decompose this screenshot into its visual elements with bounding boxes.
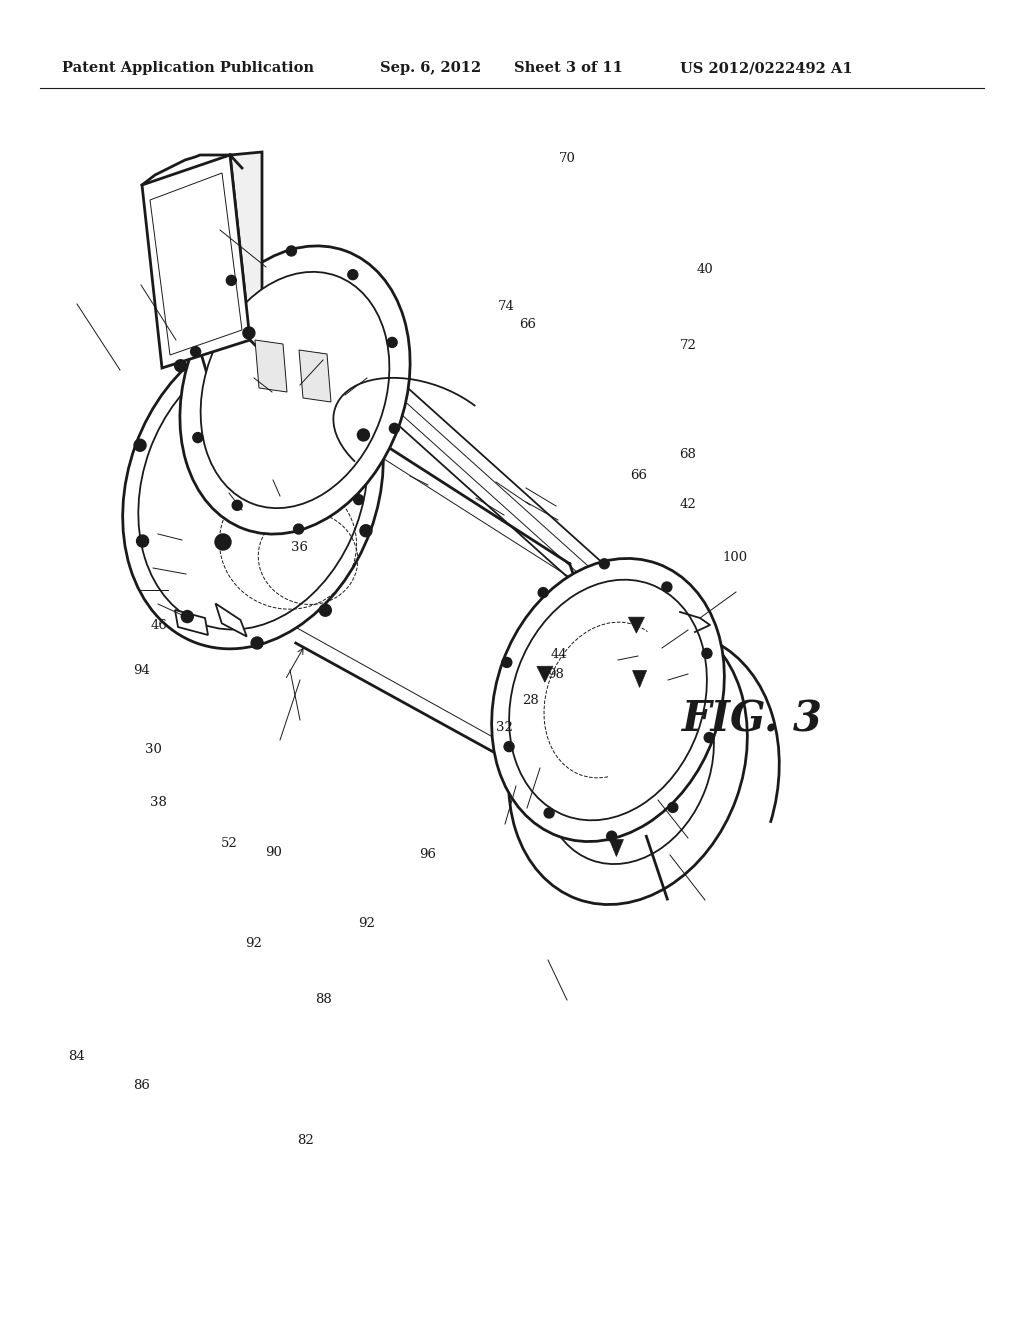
Text: 38: 38 <box>151 796 167 809</box>
Text: 68: 68 <box>679 447 695 461</box>
Text: 96: 96 <box>420 847 436 861</box>
Ellipse shape <box>138 346 368 630</box>
Text: 46: 46 <box>151 619 167 632</box>
Circle shape <box>251 638 263 649</box>
Circle shape <box>502 657 512 668</box>
Circle shape <box>668 803 678 812</box>
Polygon shape <box>210 333 646 837</box>
Circle shape <box>357 429 370 441</box>
Ellipse shape <box>542 656 714 865</box>
Text: 66: 66 <box>519 318 536 331</box>
Text: 32: 32 <box>497 721 513 734</box>
Circle shape <box>353 495 364 504</box>
Circle shape <box>215 535 231 550</box>
Circle shape <box>226 276 237 285</box>
Polygon shape <box>609 840 624 857</box>
Circle shape <box>539 587 548 598</box>
Circle shape <box>389 424 399 433</box>
Ellipse shape <box>123 327 383 649</box>
Text: 100: 100 <box>723 550 748 564</box>
Text: Patent Application Publication: Patent Application Publication <box>62 61 314 75</box>
Ellipse shape <box>509 579 707 820</box>
Circle shape <box>504 742 514 751</box>
Ellipse shape <box>180 246 410 535</box>
Circle shape <box>190 347 201 356</box>
Polygon shape <box>629 618 644 634</box>
Text: Sheet 3 of 11: Sheet 3 of 11 <box>514 61 623 75</box>
Circle shape <box>319 605 332 616</box>
Polygon shape <box>175 610 208 635</box>
Text: 84: 84 <box>69 1049 85 1063</box>
Ellipse shape <box>492 558 724 842</box>
Text: US 2012/0222492 A1: US 2012/0222492 A1 <box>680 61 853 75</box>
Text: 92: 92 <box>358 917 375 931</box>
Circle shape <box>294 524 303 535</box>
Circle shape <box>544 808 554 818</box>
Text: 44: 44 <box>551 648 567 661</box>
Text: 30: 30 <box>145 743 162 756</box>
Polygon shape <box>537 667 553 682</box>
Circle shape <box>662 582 672 591</box>
Text: 86: 86 <box>133 1078 150 1092</box>
Text: 42: 42 <box>680 498 696 511</box>
Text: 94: 94 <box>133 664 150 677</box>
Text: 92: 92 <box>246 937 262 950</box>
Circle shape <box>606 832 616 841</box>
Circle shape <box>705 733 714 743</box>
Circle shape <box>181 611 194 623</box>
Polygon shape <box>142 154 250 368</box>
Text: 88: 88 <box>315 993 332 1006</box>
Text: Sep. 6, 2012: Sep. 6, 2012 <box>380 61 481 75</box>
Circle shape <box>193 433 203 442</box>
Ellipse shape <box>201 272 389 508</box>
Polygon shape <box>255 341 287 392</box>
Circle shape <box>175 360 186 372</box>
Text: 40: 40 <box>696 263 713 276</box>
Text: FIG. 3: FIG. 3 <box>682 698 823 741</box>
Polygon shape <box>150 173 242 355</box>
Circle shape <box>360 525 372 537</box>
Polygon shape <box>215 603 247 636</box>
Circle shape <box>312 354 325 366</box>
Circle shape <box>232 500 243 511</box>
Ellipse shape <box>509 615 748 904</box>
Text: 28: 28 <box>522 694 539 708</box>
Circle shape <box>243 327 255 339</box>
Text: 90: 90 <box>265 846 282 859</box>
Circle shape <box>287 246 296 256</box>
Polygon shape <box>633 671 646 688</box>
Text: 66: 66 <box>631 469 647 482</box>
Circle shape <box>134 440 146 451</box>
Text: 82: 82 <box>297 1134 313 1147</box>
Text: 72: 72 <box>680 339 696 352</box>
Text: 70: 70 <box>559 152 575 165</box>
Circle shape <box>599 558 609 569</box>
Polygon shape <box>299 350 331 403</box>
Circle shape <box>136 535 148 546</box>
Ellipse shape <box>568 688 688 833</box>
Text: 98: 98 <box>548 668 564 681</box>
Circle shape <box>387 338 397 347</box>
Circle shape <box>348 269 357 280</box>
Text: 36: 36 <box>291 541 307 554</box>
Circle shape <box>701 648 712 659</box>
Polygon shape <box>230 152 262 352</box>
Text: 74: 74 <box>498 300 514 313</box>
Text: 52: 52 <box>221 837 238 850</box>
